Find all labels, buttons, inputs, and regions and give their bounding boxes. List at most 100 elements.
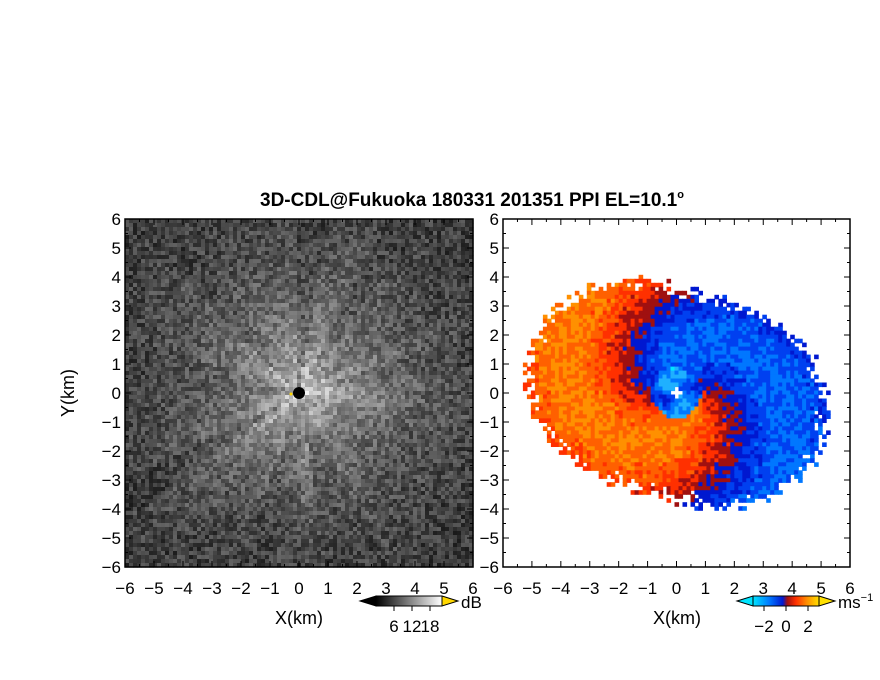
snr-cell xyxy=(245,331,250,336)
snr-cell xyxy=(217,403,222,408)
snr-cell xyxy=(201,231,206,236)
snr-cell xyxy=(441,399,446,404)
snr-cell xyxy=(265,331,270,336)
snr-cell xyxy=(393,407,398,412)
snr-cell xyxy=(245,239,250,244)
snr-cell xyxy=(277,227,282,232)
snr-cell xyxy=(393,315,398,320)
snr-cell xyxy=(413,323,418,328)
snr-cell xyxy=(337,427,342,432)
snr-cell xyxy=(357,359,362,364)
snr-cell xyxy=(225,363,230,368)
snr-cell xyxy=(317,371,322,376)
snr-cell xyxy=(181,403,186,408)
snr-cell xyxy=(245,355,250,360)
snr-cell xyxy=(169,287,174,292)
snr-cell xyxy=(197,295,202,300)
snr-cell xyxy=(221,435,226,440)
snr-cell xyxy=(249,439,254,444)
snr-cell xyxy=(349,367,354,372)
snr-cell xyxy=(361,363,366,368)
snr-cell xyxy=(233,351,238,356)
snr-cell xyxy=(173,315,178,320)
snr-cell xyxy=(445,327,450,332)
snr-cell xyxy=(269,283,274,288)
snr-cell xyxy=(365,279,370,284)
snr-cell xyxy=(333,263,338,268)
snr-cell xyxy=(389,279,394,284)
snr-cell xyxy=(425,359,430,364)
snr-cell xyxy=(301,299,306,304)
snr-cell xyxy=(441,287,446,292)
snr-cell xyxy=(453,395,458,400)
snr-cell xyxy=(341,403,346,408)
snr-cell xyxy=(277,387,282,392)
snr-cell xyxy=(369,291,374,296)
snr-cell xyxy=(425,379,430,384)
snr-cell xyxy=(149,299,154,304)
snr-cell xyxy=(213,307,218,312)
snr-cell xyxy=(173,263,178,268)
snr-cell xyxy=(469,283,474,288)
snr-cell xyxy=(409,235,414,240)
snr-cell xyxy=(161,443,166,448)
snr-cell xyxy=(465,351,470,356)
snr-cell xyxy=(157,259,162,264)
snr-cell xyxy=(421,399,426,404)
snr-cell xyxy=(313,255,318,260)
snr-cell xyxy=(333,247,338,252)
snr-cell xyxy=(357,251,362,256)
snr-cell xyxy=(369,267,374,272)
snr-cell xyxy=(349,247,354,252)
snr-cell xyxy=(185,267,190,272)
snr-cell xyxy=(141,347,146,352)
snr-cell xyxy=(333,427,338,432)
snr-cell xyxy=(141,435,146,440)
snr-cell xyxy=(181,347,186,352)
snr-cell xyxy=(261,235,266,240)
snr-cell xyxy=(181,343,186,348)
snr-cell xyxy=(413,423,418,428)
snr-cell xyxy=(441,339,446,344)
snr-cell xyxy=(345,267,350,272)
snr-cell xyxy=(381,263,386,268)
snr-cell xyxy=(433,251,438,256)
snr-cell xyxy=(393,227,398,232)
snr-cell xyxy=(169,283,174,288)
snr-cell xyxy=(209,447,214,452)
snr-cell xyxy=(241,347,246,352)
snr-cell xyxy=(357,287,362,292)
snr-cell xyxy=(161,235,166,240)
snr-cell xyxy=(149,407,154,412)
snr-cell xyxy=(169,359,174,364)
snr-cell xyxy=(213,411,218,416)
snr-cell xyxy=(433,419,438,424)
snr-cell xyxy=(385,283,390,288)
snr-cell xyxy=(213,399,218,404)
snr-cell xyxy=(277,279,282,284)
snr-cell xyxy=(297,227,302,232)
snr-cell xyxy=(341,399,346,404)
snr-cell xyxy=(429,295,434,300)
snr-cell xyxy=(353,255,358,260)
snr-cell xyxy=(177,423,182,428)
snr-cell xyxy=(197,279,202,284)
snr-cell xyxy=(277,335,282,340)
snr-cell xyxy=(381,239,386,244)
snr-cell xyxy=(213,415,218,420)
snr-cell xyxy=(273,355,278,360)
snr-cell xyxy=(433,375,438,380)
chart-title-degree: o xyxy=(677,189,684,201)
snr-cell xyxy=(161,303,166,308)
snr-cell xyxy=(309,267,314,272)
snr-cell xyxy=(281,295,286,300)
snr-cell xyxy=(181,415,186,420)
snr-cell xyxy=(437,271,442,276)
snr-cell xyxy=(321,359,326,364)
snr-cell xyxy=(233,327,238,332)
snr-cell xyxy=(317,435,322,440)
snr-cell xyxy=(373,375,378,380)
snr-cell xyxy=(301,283,306,288)
snr-cell xyxy=(449,351,454,356)
snr-cell xyxy=(153,223,158,228)
